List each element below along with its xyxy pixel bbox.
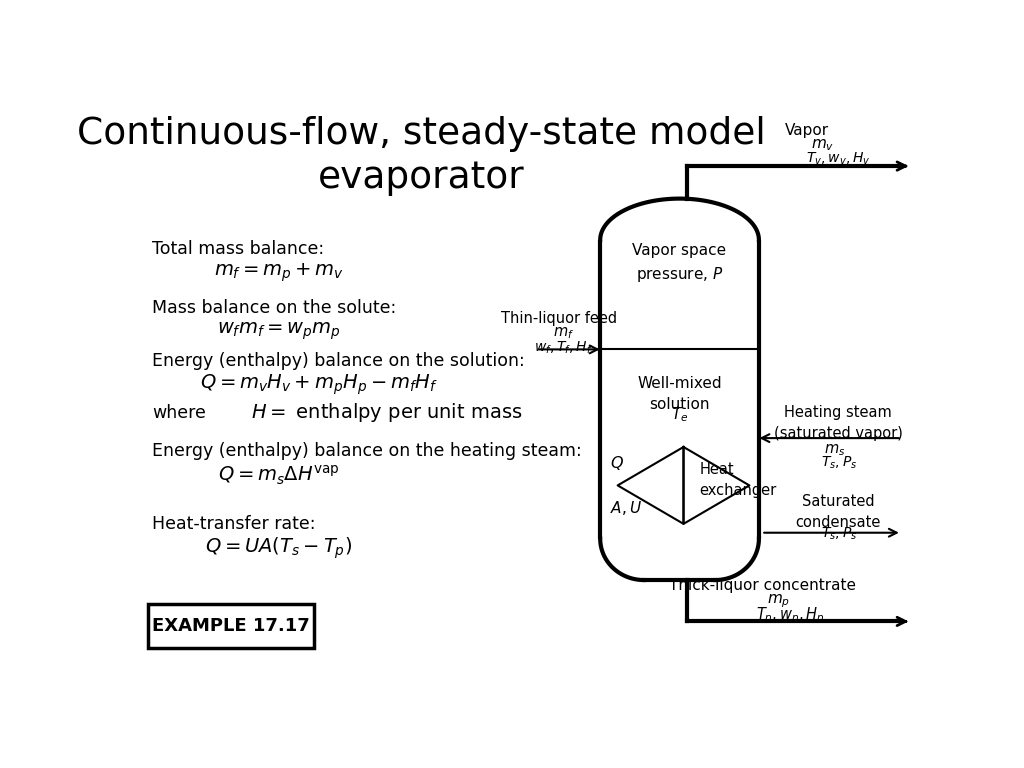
Text: $w_f, T_f, H_f$: $w_f, T_f, H_f$ (535, 339, 593, 356)
Text: $T_e$: $T_e$ (671, 405, 688, 424)
Text: Well-mixed
solution: Well-mixed solution (637, 376, 722, 412)
FancyBboxPatch shape (147, 604, 314, 648)
Text: Total mass balance:: Total mass balance: (152, 240, 324, 258)
Text: $m_v$: $m_v$ (811, 137, 834, 154)
Text: Vapor: Vapor (784, 123, 828, 138)
Text: $H =$ enthalpy per unit mass: $H =$ enthalpy per unit mass (251, 401, 522, 424)
Text: $Q = m_s \Delta H^{\mathrm{vap}}$: $Q = m_s \Delta H^{\mathrm{vap}}$ (218, 464, 340, 487)
Text: Continuous-flow, steady-state model: Continuous-flow, steady-state model (77, 116, 766, 152)
Text: EXAMPLE 17.17: EXAMPLE 17.17 (153, 617, 310, 635)
Text: Thick-liquor concentrate: Thick-liquor concentrate (670, 578, 856, 594)
Text: Energy (enthalpy) balance on the solution:: Energy (enthalpy) balance on the solutio… (152, 353, 524, 370)
Text: Heat
exchanger: Heat exchanger (699, 462, 776, 498)
Text: $T_{s}, P_s$: $T_{s}, P_s$ (821, 526, 857, 542)
Text: Energy (enthalpy) balance on the heating steam:: Energy (enthalpy) balance on the heating… (152, 442, 582, 460)
Text: Heating steam
(saturated vapor): Heating steam (saturated vapor) (774, 406, 903, 442)
Text: $Q = UA(T_s - T_p)$: $Q = UA(T_s - T_p)$ (205, 536, 352, 561)
Text: Vapor space
pressure, $P$: Vapor space pressure, $P$ (633, 243, 727, 284)
Text: $Q = m_v H_v + m_p H_p - m_f H_f$: $Q = m_v H_v + m_p H_p - m_f H_f$ (200, 372, 437, 397)
Text: $w_f m_f = w_p m_p$: $w_f m_f = w_p m_p$ (217, 321, 341, 343)
Text: where: where (152, 404, 206, 422)
Text: $m_f$: $m_f$ (553, 326, 574, 341)
Text: $T_{p}, w_{p}, H_p$: $T_{p}, w_{p}, H_p$ (757, 605, 825, 626)
Text: $T_{s}, P_s$: $T_{s}, P_s$ (821, 455, 857, 471)
Text: Thin-liquor feed: Thin-liquor feed (501, 311, 617, 326)
Text: $A, U$: $A, U$ (609, 499, 642, 517)
Text: $T_{v}, w_{v}, H_v$: $T_{v}, w_{v}, H_v$ (806, 151, 870, 167)
Text: Saturated
condensate: Saturated condensate (796, 494, 881, 530)
Text: evaporator: evaporator (318, 161, 525, 196)
Text: Mass balance on the solute:: Mass balance on the solute: (152, 299, 396, 317)
Text: Heat-transfer rate:: Heat-transfer rate: (152, 515, 315, 533)
Text: $m_s$: $m_s$ (823, 442, 845, 458)
Text: $Q$: $Q$ (609, 454, 624, 472)
Text: $m_f = m_p + m_v$: $m_f = m_p + m_v$ (214, 261, 344, 283)
Text: $m_p$: $m_p$ (767, 592, 791, 610)
